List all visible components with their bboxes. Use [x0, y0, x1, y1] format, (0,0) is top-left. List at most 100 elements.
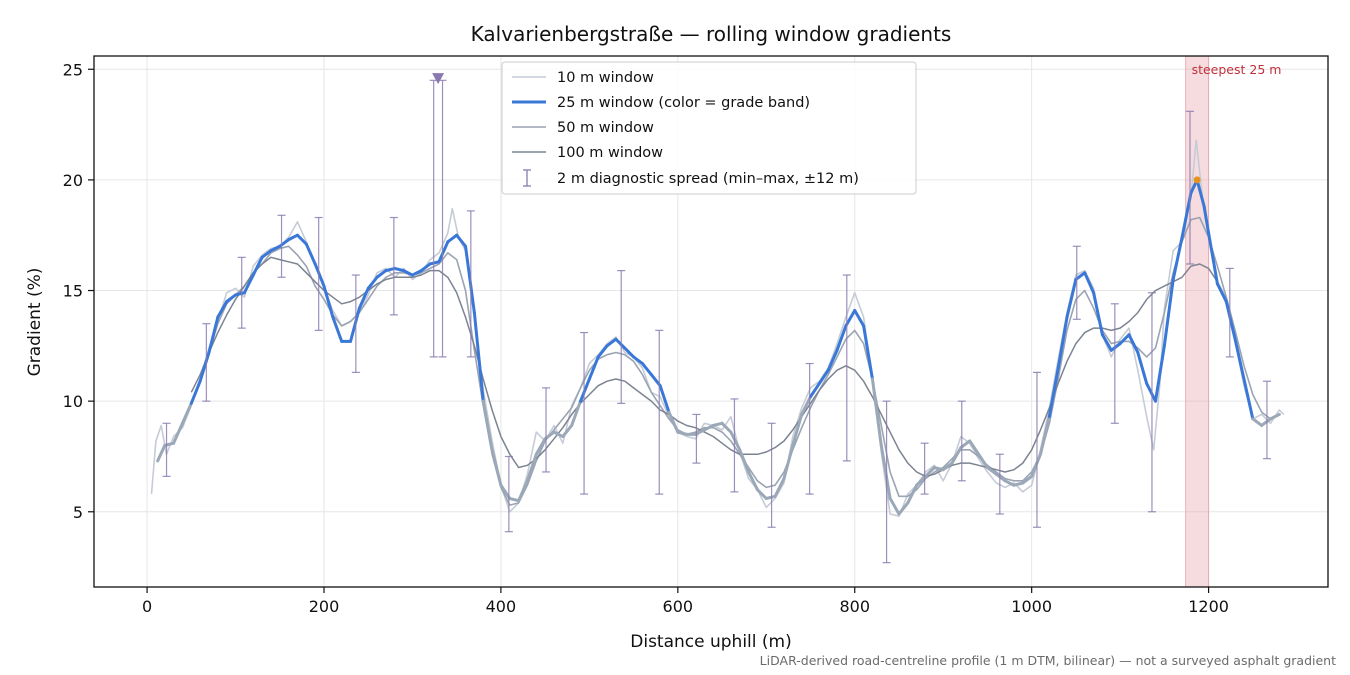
series-25m-segment	[1207, 231, 1219, 286]
series-25m-segment	[269, 244, 282, 253]
series-25m-segment	[260, 249, 273, 259]
diagnostic-spread-bar	[314, 216, 323, 331]
y-tick-label: 20	[63, 171, 83, 190]
series-25m-segment	[349, 306, 361, 343]
x-tick-label: 1200	[1188, 597, 1229, 616]
series-25m-segment	[853, 308, 866, 328]
series-25m-segment	[331, 315, 344, 343]
series-25m-segment	[525, 452, 538, 483]
diagnostic-spread-bar	[1147, 292, 1156, 513]
series-25m-segment	[216, 300, 229, 319]
series-25m-segment	[455, 233, 468, 248]
legend-label-100m: 100 m window	[557, 145, 663, 161]
series-25m-segment	[393, 266, 406, 273]
diagnostic-spread-bar	[882, 400, 891, 564]
series-25m-segment	[242, 273, 255, 295]
diagnostic-spread-bar	[202, 323, 211, 402]
diagnostic-spread-bar	[617, 270, 626, 404]
x-tick-label: 400	[486, 597, 517, 616]
steepest-segment-highlight	[1185, 55, 1210, 588]
diagnostic-spread-bar	[542, 387, 551, 473]
series-25m-segment	[817, 368, 830, 385]
series-25m-segment	[1224, 300, 1237, 341]
series-25m-segment	[1030, 452, 1043, 478]
diagnostic-spread-bar	[162, 422, 171, 477]
diagnostic-spread-bar	[389, 216, 398, 316]
series-25m-segment	[180, 401, 193, 425]
series-25m-segment	[738, 448, 751, 474]
diagnostic-spread-bar	[767, 422, 776, 528]
plot-area-frame	[93, 55, 1329, 588]
series-25m-segment	[1171, 235, 1184, 281]
series-25m-segment	[570, 399, 583, 427]
diagnostic-spread-bar	[730, 398, 739, 493]
series-25m-segment	[667, 410, 680, 434]
diagnostic-spread-bar	[842, 274, 851, 462]
series-25m-segment	[446, 233, 459, 244]
x-tick-label: 1000	[1011, 597, 1052, 616]
series-25m-segment	[596, 344, 609, 359]
series-25m-segment	[968, 439, 981, 456]
legend-label-10m: 10 m window	[557, 70, 654, 86]
series-25m-segment	[764, 494, 777, 500]
series-25m-segment	[428, 260, 441, 266]
series-25m-segment	[791, 412, 804, 447]
axis-ticks: 0 200 400 600 800 1000 1200 5 10 15 20 25	[63, 60, 1229, 616]
y-tick-label: 5	[73, 503, 83, 522]
series-25m-segment	[508, 497, 521, 503]
series-25m-segment	[1195, 178, 1206, 208]
series-25m-segment	[941, 461, 954, 472]
series-25m-segment	[809, 381, 821, 399]
series-25m-segment	[1092, 291, 1104, 337]
series-25m-segment	[879, 443, 892, 500]
series-25m-segment	[1021, 474, 1034, 485]
series-25m-segment	[870, 377, 883, 447]
series-25m-segment	[932, 466, 945, 472]
legend-label-25m: 25 m window (color = grade band)	[557, 95, 810, 111]
series-25m-segment	[561, 423, 574, 439]
series-25m-segment	[826, 348, 839, 372]
series-25m-segment	[924, 466, 936, 478]
series-25m-segment	[587, 355, 600, 381]
diagnostic-spread-bar	[1110, 303, 1119, 424]
diagnostic-spread-bar	[504, 455, 513, 533]
series-25m-segment	[1233, 337, 1246, 381]
series-25m-segment	[720, 421, 733, 434]
series-25m-segment	[897, 501, 910, 516]
legend: 10 m window 25 m window (color = grade b…	[501, 61, 917, 195]
series-25m-segment	[1047, 366, 1060, 419]
series-25m-segment	[640, 362, 653, 377]
footnote: LiDAR-derived road-centreline profile (1…	[760, 653, 1336, 668]
series-25m-segment	[251, 255, 264, 277]
series-25m-segment	[295, 233, 308, 246]
series-25m-segment	[481, 399, 494, 452]
x-tick-label: 800	[839, 597, 870, 616]
series-25m-segment	[1260, 417, 1273, 427]
clipped-spread-marker	[432, 73, 445, 85]
series-25m-segment	[375, 269, 388, 279]
series-25m-segment	[906, 483, 919, 505]
steepest-segment-label: steepest 25 m	[1192, 62, 1282, 77]
series-25m-segment	[1039, 415, 1051, 456]
series-25m-segment	[1109, 342, 1122, 352]
series-25m-segment	[419, 262, 432, 273]
series-25m-segment	[623, 346, 636, 359]
series-25m-segment	[1065, 277, 1078, 319]
diagnostic-spread-bar	[466, 210, 475, 358]
series-25m-segment	[1012, 481, 1025, 487]
series-25m-segment	[189, 379, 202, 405]
diagnostic-spread-bar	[1262, 380, 1271, 460]
steepest-peak-marker	[1193, 176, 1201, 184]
series-25m-segment	[1242, 377, 1255, 421]
series-25m-segment	[490, 448, 503, 487]
series-25m-segment	[437, 240, 450, 264]
series-25m-segment	[366, 275, 379, 290]
series-25m-segment	[755, 488, 768, 500]
series-25m-segment	[1056, 315, 1069, 370]
diagnostic-spread-bar	[580, 331, 589, 495]
series-25m-segment	[156, 443, 167, 463]
series-25m-segment	[1202, 204, 1211, 235]
series-25m-segment	[579, 377, 591, 403]
diagnostic-spread-bars	[162, 79, 1271, 564]
